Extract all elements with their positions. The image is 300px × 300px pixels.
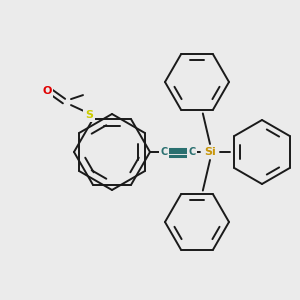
Text: S: S — [85, 110, 93, 120]
Text: Si: Si — [204, 147, 216, 157]
Text: C: C — [188, 147, 196, 157]
Text: O: O — [42, 86, 52, 96]
Text: C: C — [160, 147, 168, 157]
